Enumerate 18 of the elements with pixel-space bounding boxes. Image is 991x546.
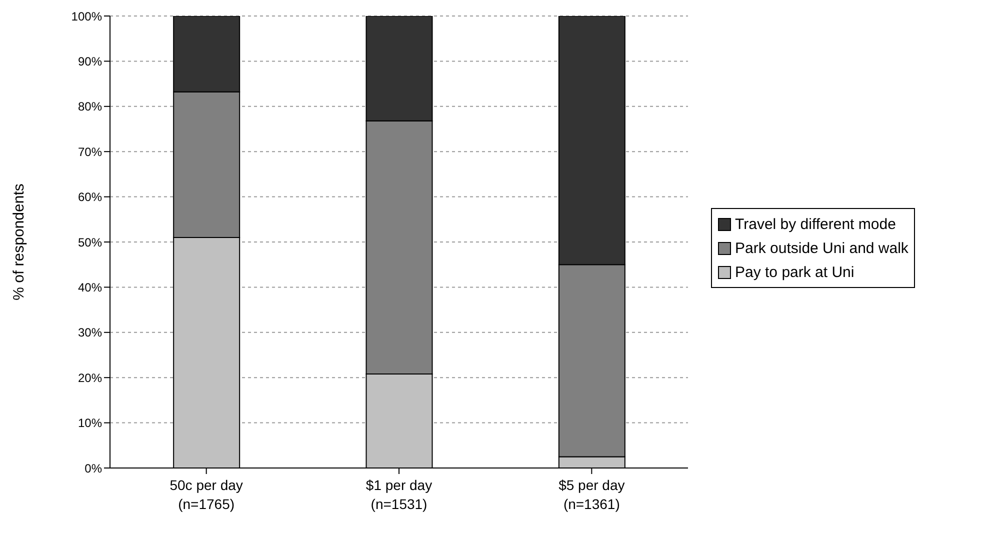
y-tick-label: 0% (84, 461, 102, 476)
x-tick-label: $1 per day (n=1531) (366, 477, 432, 512)
legend-label: Travel by different mode (735, 216, 896, 232)
y-tick-label: 50% (78, 235, 102, 250)
y-axis-title: % of respondents (10, 184, 28, 300)
y-tick-label: 60% (78, 190, 102, 204)
y-tick-label: 10% (78, 416, 102, 430)
legend-label: Pay to park at Uni (735, 264, 854, 280)
x-tick-label: 50c per day (n=1765) (170, 477, 243, 512)
y-tick-label: 90% (78, 54, 102, 68)
y-tick-label: 70% (78, 144, 102, 159)
y-tick-label: 40% (78, 280, 102, 294)
y-tick-label: 30% (78, 326, 102, 340)
x-tick-label: $5 per day (n=1361) (558, 477, 625, 512)
y-tick-label: 100% (71, 9, 102, 24)
y-tick-label: 80% (78, 100, 102, 114)
y-tick-label: 20% (78, 370, 102, 385)
legend-label: Park outside Uni and walk (735, 240, 908, 256)
